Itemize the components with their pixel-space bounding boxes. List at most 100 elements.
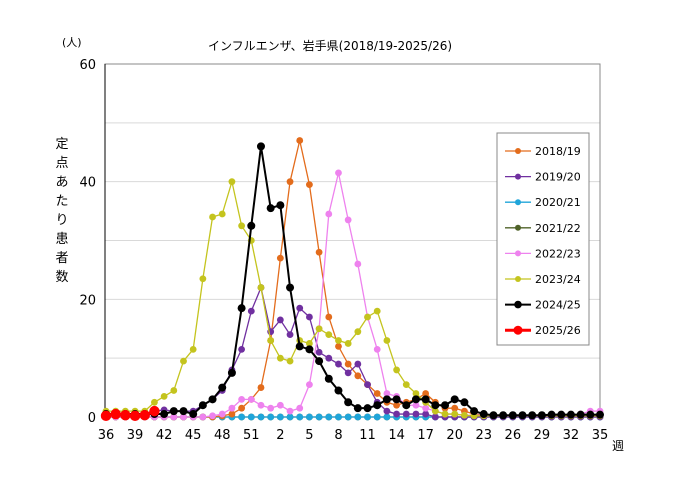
data-point: [306, 313, 313, 321]
x-tick-label: 42: [156, 428, 173, 443]
data-point: [335, 360, 342, 368]
data-point: [257, 384, 265, 391]
chart-title: インフルエンザ、岩手県(2018/19-2025/26): [208, 38, 452, 53]
x-tick-label: 51: [243, 428, 260, 443]
data-point: [557, 410, 566, 419]
data-point: [110, 408, 121, 420]
data-point: [537, 411, 546, 420]
data-point: [296, 404, 304, 412]
data-point: [198, 401, 207, 410]
data-point: [334, 386, 343, 395]
data-point: [315, 413, 323, 421]
data-point: [547, 410, 556, 419]
data-point: [431, 413, 439, 421]
legend: 2018/19 2019/20 2020/21 2021/22 2022/23 2023/…: [496, 132, 590, 346]
data-point: [315, 325, 323, 333]
data-point: [353, 404, 362, 413]
data-point: [373, 401, 382, 410]
legend-label: 2020/21: [535, 196, 581, 209]
data-point: [218, 210, 226, 218]
data-point: [325, 354, 333, 362]
data-point: [267, 404, 275, 412]
data-point: [383, 413, 391, 421]
data-point: [335, 169, 342, 177]
data-point: [460, 398, 469, 407]
data-point: [257, 284, 265, 291]
data-point: [209, 412, 216, 420]
series-line: [106, 285, 600, 418]
data-point: [247, 413, 255, 421]
data-point: [160, 410, 169, 419]
data-point: [276, 254, 284, 262]
data-point: [238, 222, 246, 230]
x-tick-label: 48: [214, 428, 231, 443]
data-point: [354, 360, 362, 368]
data-point: [344, 398, 353, 407]
data-point: [479, 410, 488, 419]
data-point: [518, 411, 527, 420]
legend-label: 2022/23: [535, 247, 581, 260]
data-point: [422, 390, 430, 397]
data-point: [470, 407, 479, 416]
data-point: [354, 372, 362, 380]
data-point: [431, 401, 440, 410]
data-point: [218, 383, 227, 392]
data-point: [402, 410, 410, 418]
x-tick-label: 14: [388, 428, 405, 443]
data-point: [306, 340, 313, 347]
data-point: [354, 328, 362, 336]
series-2025-26: [100, 405, 160, 422]
data-point: [383, 407, 391, 415]
data-point: [325, 313, 333, 321]
legend-label: 2021/22: [535, 222, 581, 235]
data-point: [180, 413, 187, 421]
x-tick-label: 36: [98, 428, 115, 443]
data-point: [354, 260, 362, 268]
y-axis-label-char: 点: [55, 156, 68, 171]
legend-label: 2018/19: [535, 145, 581, 158]
data-point: [586, 410, 595, 419]
data-point: [508, 411, 517, 420]
data-point: [411, 395, 420, 404]
data-point: [129, 410, 141, 422]
data-point: [227, 368, 236, 377]
data-point: [335, 413, 342, 421]
data-point: [266, 204, 275, 213]
data-point: [256, 142, 265, 151]
data-point: [257, 401, 265, 409]
data-point: [451, 404, 459, 412]
data-point: [149, 405, 160, 417]
data-point: [208, 395, 217, 404]
data-point: [296, 413, 304, 421]
data-point: [238, 404, 246, 412]
data-point: [528, 411, 537, 420]
data-point: [295, 342, 304, 351]
data-point: [286, 413, 294, 421]
data-point: [499, 411, 508, 420]
series-line: [106, 146, 600, 417]
x-tick-label: 2: [276, 428, 284, 443]
data-point: [315, 357, 324, 366]
x-tick-label: 20: [446, 428, 463, 443]
y-axis-label-char: 患: [55, 232, 68, 247]
data-point: [364, 381, 371, 389]
legend-marker: [515, 199, 521, 206]
data-point: [228, 404, 236, 412]
data-point: [364, 313, 371, 321]
data-point: [267, 337, 275, 344]
legend-marker: [515, 224, 521, 231]
data-point: [286, 357, 294, 365]
data-point: [576, 410, 585, 419]
data-point: [247, 221, 256, 230]
data-point: [324, 374, 333, 383]
legend-marker: [513, 325, 523, 335]
data-point: [344, 340, 352, 347]
legend-label: 2023/24: [535, 273, 581, 286]
y-tick-label: 20: [79, 293, 96, 308]
data-point: [325, 413, 333, 421]
data-point: [422, 410, 430, 418]
x-tick-label: 35: [592, 428, 609, 443]
x-tick-label: 8: [334, 428, 342, 443]
y-tick-label: 60: [79, 58, 96, 73]
